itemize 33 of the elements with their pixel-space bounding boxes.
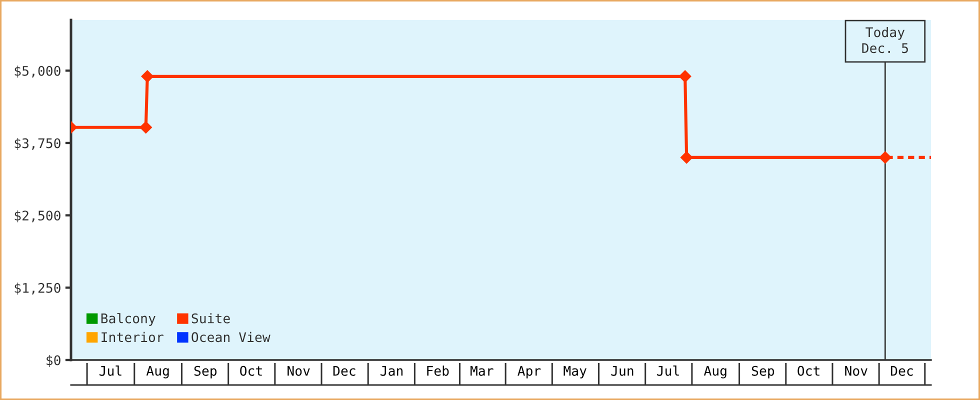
x-tick-label: Oct [798,366,820,376]
legend-label: Interior [102,332,164,342]
point [879,151,892,164]
y-tick-label: $1,250 [14,282,60,295]
x-tick-label: May [564,366,586,378]
x-tick-label: Nov [288,366,310,376]
legend-label: Ocean View [192,332,270,342]
point [680,151,693,164]
annotation: Today Dec. 5 [862,27,908,54]
x-tick-label: Jul [100,366,122,376]
x-tick-label: Aug [704,366,726,378]
x-tick-label: Mar [470,366,494,376]
x-tick-label: Sep [194,366,217,378]
x-tick-label: Aug [146,366,169,378]
y-tick-label: $0 [46,355,60,367]
x-tick-label: Dec [890,366,913,376]
x-tick-label: Oct [240,366,262,376]
point [141,70,154,83]
x-tick-label: Feb [427,366,449,376]
point [140,121,152,134]
x-tick-label: Jul [657,366,679,376]
y-tick-label: $3,750 [14,138,60,150]
legend-label: Balcony [101,313,156,326]
y-tick-label: $5,000 [14,66,60,78]
point [678,70,692,83]
x-tick-label: Jan [380,366,403,376]
x-tick-label: Jun [611,366,634,376]
legend-label: Suite [192,313,230,324]
x-tick-label: Nov [845,366,868,376]
x-tick-label: Dec [333,366,356,376]
x-tick-label: Apr [518,366,541,378]
y-tick-label: $2,500 [14,210,60,222]
x-tick-label: Sep [752,366,774,378]
